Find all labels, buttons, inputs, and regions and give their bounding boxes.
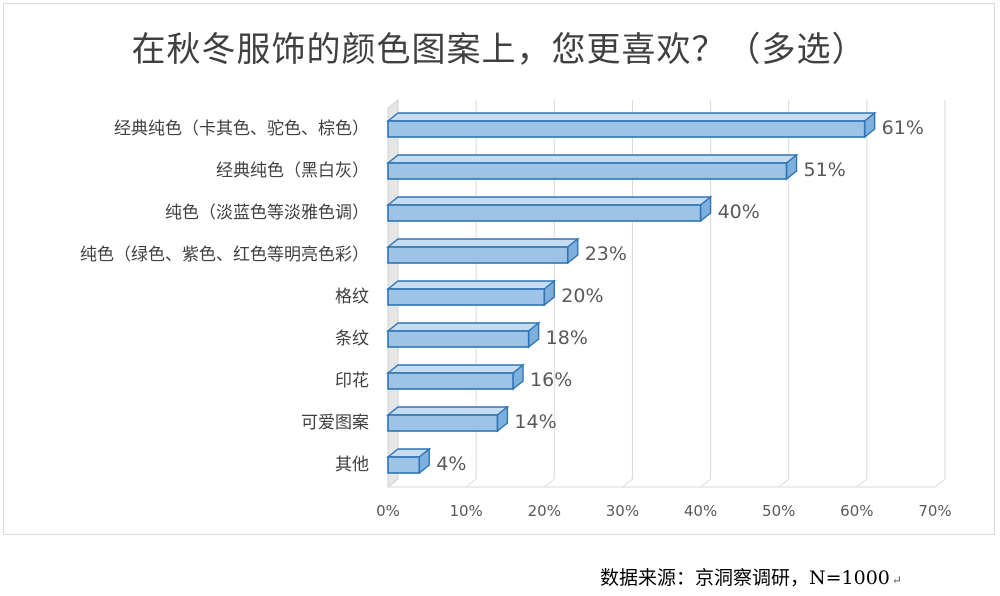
bar-front-face bbox=[387, 288, 546, 306]
gridline-floor bbox=[543, 478, 555, 488]
bar-top-face bbox=[386, 238, 580, 248]
bar bbox=[386, 195, 713, 223]
bar bbox=[386, 153, 799, 181]
data-label: 18% bbox=[546, 327, 588, 349]
data-label: 20% bbox=[561, 285, 603, 307]
bar-front-face bbox=[387, 120, 866, 138]
category-label: 其他 bbox=[335, 455, 369, 475]
bar bbox=[386, 111, 877, 139]
category-label: 格纹 bbox=[335, 287, 369, 307]
data-label: 14% bbox=[514, 411, 556, 433]
bar bbox=[386, 405, 510, 433]
category-label: 经典纯色（黑白灰） bbox=[216, 161, 369, 181]
x-tick-labels: 0% 10% 20% 30% 40% 50% 60% 70% bbox=[376, 502, 952, 520]
gridline-floor bbox=[700, 478, 711, 488]
bar-front-face bbox=[387, 456, 421, 474]
bar-front-face bbox=[387, 246, 569, 264]
source-text: 数据来源：京洞察调研，N=1000 bbox=[600, 567, 890, 589]
bar-front-face bbox=[387, 330, 530, 348]
bar-top-face bbox=[386, 364, 526, 374]
gridline-floor bbox=[856, 478, 868, 488]
bar-top-face bbox=[386, 280, 557, 290]
bar bbox=[386, 237, 580, 265]
gridline-floor bbox=[934, 478, 946, 488]
category-label: 纯色（淡蓝色等淡雅色调） bbox=[165, 203, 369, 223]
bar-top-face bbox=[386, 406, 510, 416]
bar bbox=[386, 363, 526, 391]
gridline-floor bbox=[778, 478, 790, 488]
x-tick-label: 20% bbox=[528, 502, 561, 520]
bar-top-face bbox=[386, 196, 713, 206]
data-label: 4% bbox=[436, 453, 466, 475]
data-label: 16% bbox=[530, 369, 572, 391]
data-label: 51% bbox=[804, 159, 846, 181]
bar-front-face bbox=[387, 372, 514, 390]
bar-top-face bbox=[386, 322, 541, 332]
bar-front-face bbox=[387, 162, 788, 180]
return-mark: ↵ bbox=[891, 573, 902, 587]
bar-chart: 0% 10% 20% 30% 40% 50% 60% 70% 61% 经典纯色（卡其色、驼色、棕色… bbox=[80, 98, 952, 520]
category-label: 印花 bbox=[335, 371, 369, 391]
bars: 61% 经典纯色（卡其色、驼色、棕色） 51% 经典纯色（黑白灰） 40% 纯色（淡蓝色等… bbox=[80, 111, 924, 475]
data-label: 40% bbox=[718, 201, 760, 223]
chart-title: 在秋冬服饰的颜色图案上，您更喜欢？（多选） bbox=[131, 30, 867, 70]
chart-frame: 在秋冬服饰的颜色图案上，您更喜欢？（多选） bbox=[3, 3, 995, 535]
bar-top-face bbox=[386, 112, 877, 122]
bar-front-face bbox=[387, 204, 702, 222]
bar bbox=[386, 279, 557, 307]
x-tick-label: 40% bbox=[684, 502, 717, 520]
category-label: 条纹 bbox=[335, 329, 369, 349]
x-tick-label: 30% bbox=[606, 502, 639, 520]
bar bbox=[386, 321, 541, 349]
bar-front-face bbox=[387, 414, 499, 432]
gridline-floor bbox=[622, 478, 633, 488]
source-note: 数据来源：京洞察调研，N=1000 ↵ bbox=[600, 563, 902, 590]
data-label: 23% bbox=[585, 243, 627, 265]
gridline-floor bbox=[465, 478, 477, 488]
category-label: 纯色（绿色、紫色、红色等明亮色彩） bbox=[80, 245, 369, 265]
category-label: 可爱图案 bbox=[301, 413, 369, 433]
category-label: 经典纯色（卡其色、驼色、棕色） bbox=[114, 119, 369, 139]
x-tick-label: 0% bbox=[376, 502, 400, 520]
bar-top-face bbox=[386, 154, 799, 164]
x-tick-label: 50% bbox=[762, 502, 795, 520]
x-tick-label: 60% bbox=[840, 502, 873, 520]
data-label: 61% bbox=[882, 117, 924, 139]
bar bbox=[386, 447, 432, 475]
x-tick-label: 70% bbox=[918, 502, 951, 520]
x-tick-label: 10% bbox=[449, 502, 482, 520]
